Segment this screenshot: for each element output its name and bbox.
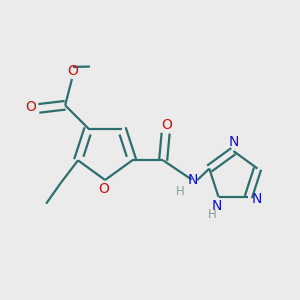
- Text: N: N: [252, 191, 262, 206]
- Text: N: N: [188, 173, 198, 188]
- Text: H: H: [176, 185, 184, 198]
- Text: O: O: [162, 118, 172, 132]
- Text: N: N: [228, 135, 239, 149]
- Text: N: N: [212, 199, 222, 213]
- Text: H: H: [208, 208, 217, 220]
- Text: O: O: [68, 64, 78, 78]
- Text: O: O: [26, 100, 37, 115]
- Text: O: O: [98, 182, 109, 196]
